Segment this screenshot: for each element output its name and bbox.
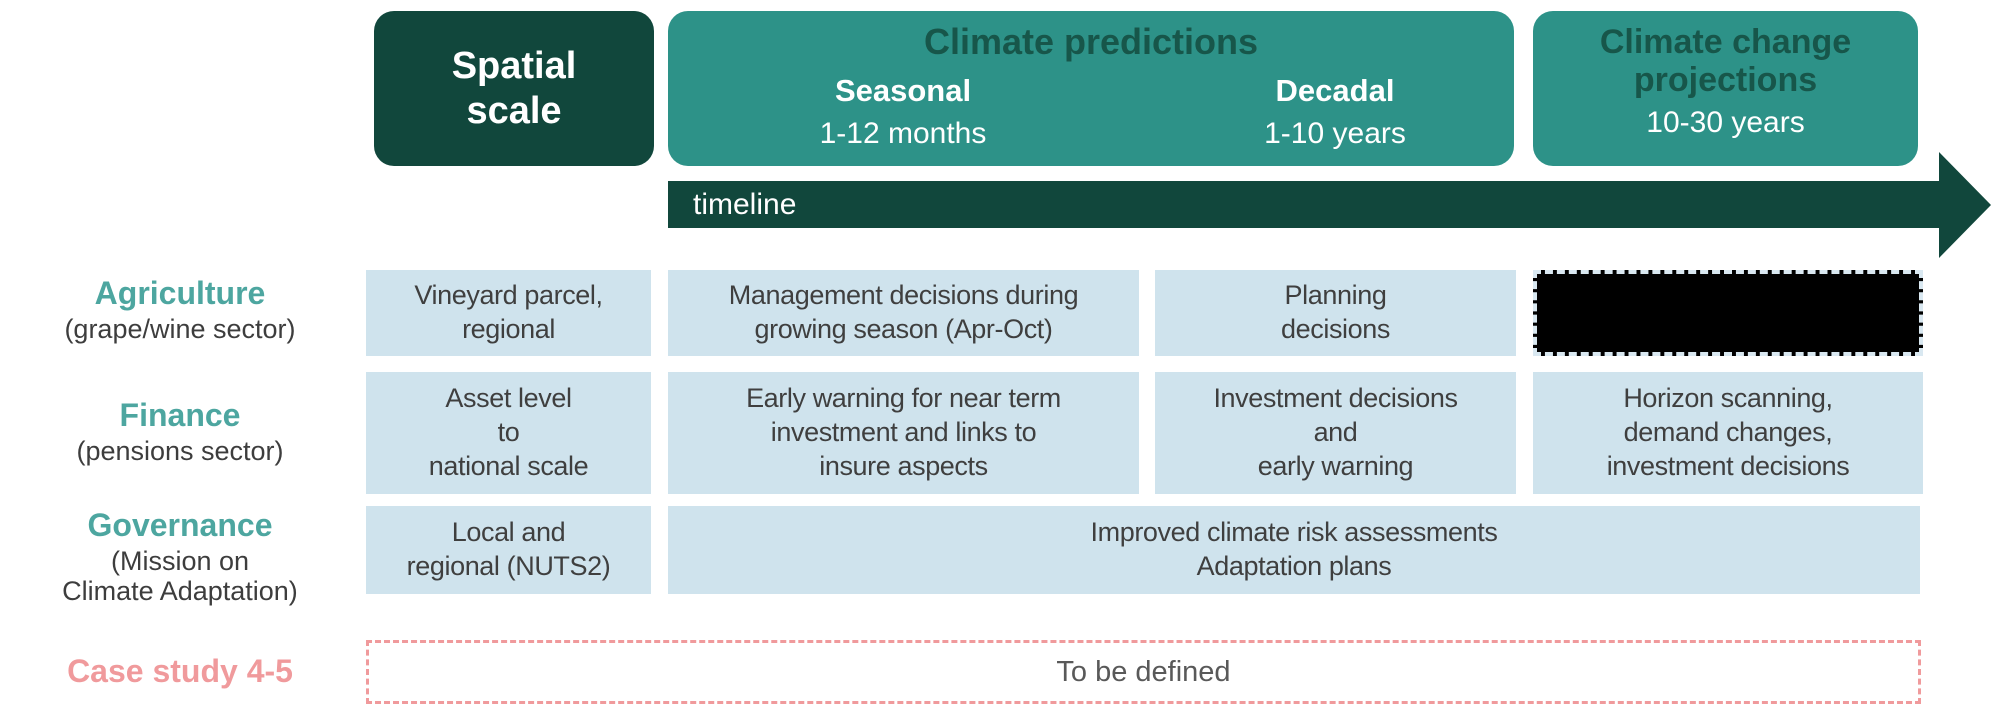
seasonal-label: Seasonal xyxy=(834,73,972,108)
row-label-governance: Governance (Mission on Climate Adaptatio… xyxy=(5,507,355,607)
climate-projections-title: Climate change projections xyxy=(1599,23,1852,100)
climate-predictions-title: Climate predictions xyxy=(923,21,1259,62)
timeline-arrow-bar: timeline xyxy=(668,181,1940,228)
cell-asset-level: Asset level to national scale xyxy=(366,372,651,494)
cell-text: Early warning for near term investment a… xyxy=(746,383,1061,481)
cell-text: Asset level to national scale xyxy=(428,383,589,481)
case-study-value: To be defined xyxy=(1056,655,1231,688)
seasonal-column: Seasonal 1-12 months xyxy=(743,73,1063,151)
case-study-label: Case study 4-5 xyxy=(67,653,293,689)
spatial-scale-box: Spatial scale xyxy=(374,11,654,166)
timeline-label: timeline xyxy=(693,187,797,221)
cell-vineyard-parcel: Vineyard parcel, regional xyxy=(366,270,651,356)
decadal-label: Decadal xyxy=(1275,73,1395,108)
timeline-arrowhead-icon xyxy=(1939,152,1991,258)
climate-predictions-box: Climate predictions Seasonal 1-12 months… xyxy=(668,11,1514,166)
cell-investment-decisions: Investment decisions and early warning xyxy=(1155,372,1516,494)
cell-management-decisions: Management decisions during growing seas… xyxy=(668,270,1139,356)
governance-sublabel: (Mission on Climate Adaptation) xyxy=(62,545,298,607)
climate-projections-range: 10-30 years xyxy=(1646,106,1805,140)
cell-planning-decisions: Planning decisions xyxy=(1155,270,1516,356)
cell-improved-risk-assessments: Improved climate risk assessments Adapta… xyxy=(668,506,1920,594)
cell-text: Management decisions during growing seas… xyxy=(728,280,1079,344)
decadal-range: 1-10 years xyxy=(1264,117,1406,150)
cell-text: Horizon scanning, demand changes, invest… xyxy=(1606,383,1850,481)
governance-label: Governance xyxy=(87,507,273,543)
cell-text: Vineyard parcel, regional xyxy=(414,280,603,344)
cell-text: Improved climate risk assessments Adapta… xyxy=(1090,517,1498,581)
case-study-box: To be defined xyxy=(366,640,1921,704)
cell-empty-placeholder xyxy=(1533,270,1923,356)
seasonal-range: 1-12 months xyxy=(819,117,987,150)
cell-text: Local and regional (NUTS2) xyxy=(406,517,611,581)
spatial-scale-title: Spatial scale xyxy=(451,44,577,132)
agriculture-label: Agriculture xyxy=(94,275,266,311)
row-label-finance: Finance (pensions sector) xyxy=(5,397,355,466)
cell-horizon-scanning: Horizon scanning, demand changes, invest… xyxy=(1533,372,1923,494)
finance-sublabel: (pensions sector) xyxy=(76,435,284,466)
cell-local-regional: Local and regional (NUTS2) xyxy=(366,506,651,594)
decadal-column: Decadal 1-10 years xyxy=(1175,73,1495,151)
finance-label: Finance xyxy=(119,397,241,433)
climate-projections-box: Climate change projections 10-30 years xyxy=(1533,11,1918,166)
cell-early-warning: Early warning for near term investment a… xyxy=(668,372,1139,494)
agriculture-sublabel: (grape/wine sector) xyxy=(64,313,296,344)
row-label-agriculture: Agriculture (grape/wine sector) xyxy=(5,275,355,344)
cell-text: Investment decisions and early warning xyxy=(1213,383,1458,481)
cell-text: Planning decisions xyxy=(1281,280,1390,344)
